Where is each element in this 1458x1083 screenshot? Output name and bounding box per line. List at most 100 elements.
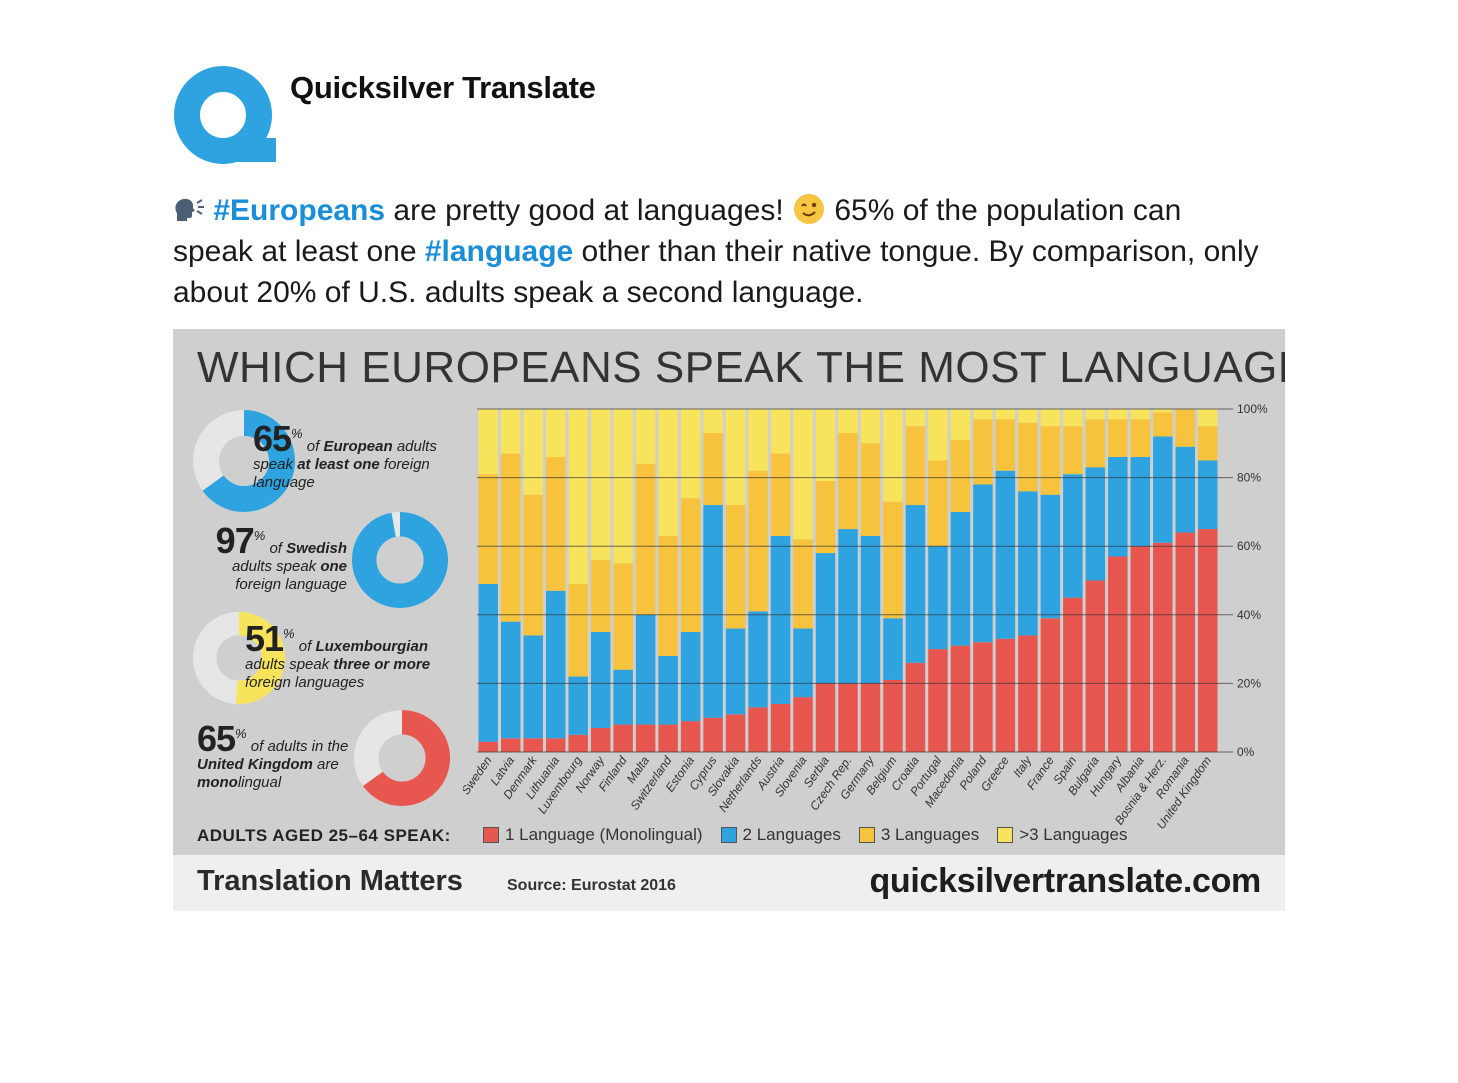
tweet-text: #Europeans are pretty good at languages!… xyxy=(173,190,1263,313)
donut-uk xyxy=(353,709,451,807)
bar-segment xyxy=(793,539,813,629)
stat-luxembourgian-pre: of xyxy=(294,638,316,655)
donut-swedish xyxy=(351,511,449,609)
footer-source: Source: Eurostat 2016 xyxy=(507,877,676,894)
legend-item: 2 Languages xyxy=(720,825,841,845)
stat-uk-bold1: United Kingdom xyxy=(197,756,313,773)
bar-segment xyxy=(478,741,498,752)
bar-segment xyxy=(928,409,948,461)
stat-uk-bold2: mono xyxy=(197,774,238,791)
bar-segment xyxy=(883,409,903,502)
stat-swedish-pre: of xyxy=(265,540,287,557)
bar-segment xyxy=(995,470,1016,639)
bar-segment xyxy=(1198,409,1218,427)
bar-segment xyxy=(793,409,813,540)
footer-title: Translation Matters xyxy=(197,865,463,897)
bar-segment xyxy=(635,614,656,725)
bar-segment xyxy=(1018,491,1038,636)
bar-segment xyxy=(1040,409,1061,427)
bar-segment xyxy=(770,535,791,704)
bar-segment xyxy=(703,433,723,506)
bar-segment xyxy=(838,433,858,530)
account-name[interactable]: Quicksilver Translate xyxy=(290,70,596,105)
stat-uk-post: lingual xyxy=(237,774,282,791)
legend-item: >3 Languages xyxy=(997,825,1127,845)
bar-segment xyxy=(478,409,498,475)
bar-segment xyxy=(1130,409,1151,420)
legend-swatch xyxy=(720,827,737,843)
bar-segment xyxy=(815,481,836,554)
bar-segment xyxy=(838,529,858,684)
chart-legend: 1 Language (Monolingual) 2 Languages 3 Lan… xyxy=(483,825,1127,845)
bar-segment xyxy=(883,618,903,680)
footer-url[interactable]: quicksilvertranslate.com xyxy=(869,862,1261,900)
bar-segment xyxy=(860,535,881,684)
bar-segment xyxy=(1018,635,1038,752)
bar-segment xyxy=(703,505,723,718)
bar-segment xyxy=(725,505,746,629)
donut-luxembourgian xyxy=(192,611,286,705)
stat-uk-mid: are xyxy=(312,756,339,773)
bar-segment xyxy=(1198,460,1218,530)
hashtag-europeans[interactable]: #Europeans xyxy=(213,194,386,227)
stat-luxembourgian-mid: adults speak xyxy=(245,656,334,673)
tweet-text-part-3: other than their native tongue. By compa… xyxy=(173,235,1259,309)
y-tick-label: 40% xyxy=(1237,608,1261,622)
bar-segment xyxy=(1153,542,1173,752)
bar-segment xyxy=(1198,426,1218,461)
bar-segment xyxy=(815,553,836,684)
bar-segment xyxy=(703,717,723,752)
bar-segment xyxy=(995,638,1016,752)
bar-segment xyxy=(1063,597,1083,752)
bar-segment xyxy=(545,590,566,739)
bar-segment xyxy=(793,628,813,698)
bar-segment xyxy=(680,631,701,722)
bar-segment xyxy=(838,409,858,434)
bar-segment xyxy=(905,426,926,506)
y-tick-label: 100% xyxy=(1237,402,1268,416)
bar-segment xyxy=(1153,436,1173,543)
bar-segment xyxy=(905,505,926,663)
bar-segment xyxy=(748,611,768,708)
winking-face-icon xyxy=(794,194,825,224)
bar-segment xyxy=(658,409,678,536)
stat-luxembourgian-post: foreign languages xyxy=(245,674,365,691)
stat-european-mid: adults speak xyxy=(253,438,437,473)
stat-luxembourgian: 51% of Luxembourgian adults speak three … xyxy=(245,621,445,692)
bar-segment xyxy=(635,463,656,615)
bar-segment xyxy=(545,409,566,458)
bar-segment xyxy=(613,669,633,725)
bar-segment xyxy=(1175,409,1196,447)
bar-segment xyxy=(635,409,656,464)
bar-segment xyxy=(1175,532,1196,752)
legend-item-label: 2 Languages xyxy=(742,825,841,844)
stat-swedish-unit: % xyxy=(253,528,266,543)
bar-segment xyxy=(1040,426,1061,495)
stat-luxembourgian-number: 51 xyxy=(245,618,284,659)
bar-segment xyxy=(1175,446,1196,533)
bar-segment xyxy=(748,470,768,612)
stat-uk-pre: of adults in the xyxy=(246,738,349,755)
infographic-footer: Translation Matters Source: Eurostat 201… xyxy=(173,855,1285,911)
stat-swedish: 97% of Swedish adults speak one foreign … xyxy=(197,523,347,594)
bar-segment xyxy=(1085,580,1106,752)
donut-value-arc xyxy=(353,709,451,807)
tweet-text-part-1: are pretty good at languages! xyxy=(385,194,793,227)
bar-segment xyxy=(1085,419,1106,468)
bar-segment xyxy=(613,724,633,752)
hashtag-language[interactable]: #language xyxy=(424,235,574,268)
bar-segment xyxy=(1198,529,1218,752)
bar-segment xyxy=(545,738,566,752)
stat-european-post: foreign language xyxy=(253,456,430,491)
bar-segment xyxy=(1130,546,1151,752)
donut-value-arc xyxy=(192,611,286,705)
bar-segment xyxy=(770,409,791,454)
bar-segment xyxy=(478,474,498,584)
infographic-card[interactable]: WHICH EUROPEANS SPEAK THE MOST LANGUAGES… xyxy=(173,329,1285,911)
bar-segment xyxy=(883,679,903,752)
bar-segment xyxy=(1130,457,1151,547)
bar-segment xyxy=(973,484,993,643)
stat-european-pre: of xyxy=(302,438,324,455)
stat-european-bold1: European xyxy=(323,438,393,455)
bar-segment xyxy=(1040,618,1061,752)
